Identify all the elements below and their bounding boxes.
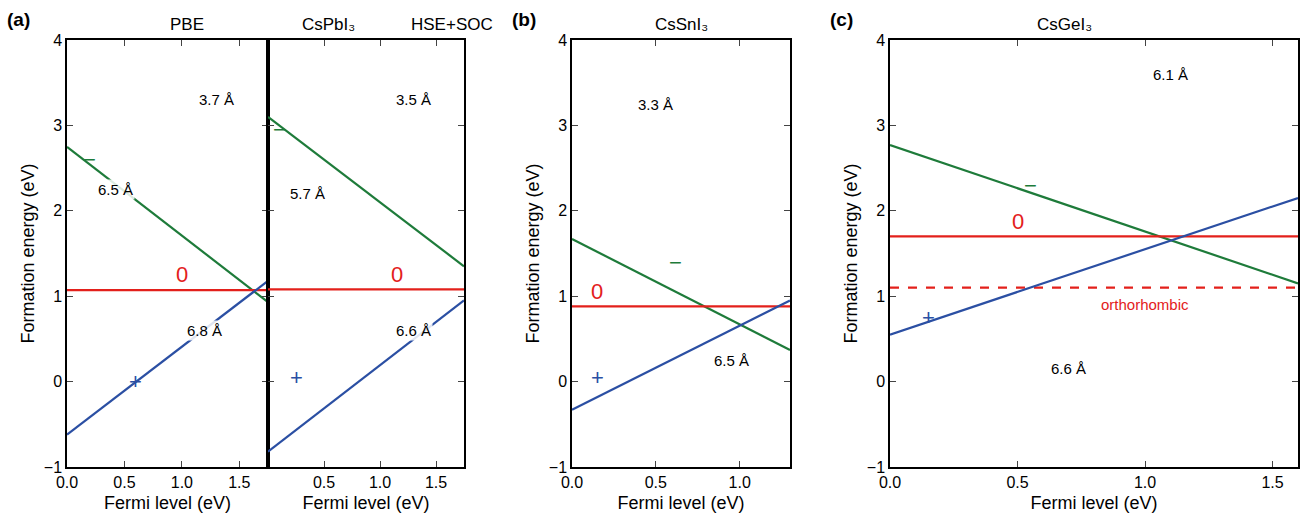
svg-text:2: 2 bbox=[876, 202, 885, 219]
svg-text:Fermi level (eV): Fermi level (eV) bbox=[302, 493, 429, 513]
svg-text:+: + bbox=[922, 305, 935, 330]
svg-text:0: 0 bbox=[53, 373, 62, 390]
svg-text:1.5: 1.5 bbox=[228, 474, 250, 491]
svg-text:Formation energy (eV): Formation energy (eV) bbox=[18, 163, 38, 343]
svg-text:4: 4 bbox=[53, 32, 62, 49]
svg-text:−1: −1 bbox=[867, 459, 885, 476]
svg-text:0.5: 0.5 bbox=[645, 474, 667, 491]
svg-text:+: + bbox=[290, 365, 303, 390]
svg-text:6.1 Å: 6.1 Å bbox=[1153, 66, 1188, 83]
svg-text:(b): (b) bbox=[512, 9, 536, 30]
svg-text:1.0: 1.0 bbox=[171, 474, 193, 491]
svg-text:6.8 Å: 6.8 Å bbox=[187, 322, 222, 339]
svg-text:0.0: 0.0 bbox=[561, 474, 583, 491]
svg-text:−1: −1 bbox=[44, 459, 62, 476]
svg-text:1.0: 1.0 bbox=[729, 474, 751, 491]
svg-text:−: − bbox=[83, 147, 96, 172]
svg-text:+: + bbox=[591, 365, 604, 390]
svg-text:−1: −1 bbox=[549, 459, 567, 476]
svg-text:CsPbI₃: CsPbI₃ bbox=[302, 15, 355, 34]
svg-text:0: 0 bbox=[558, 373, 567, 390]
svg-text:3.7 Å: 3.7 Å bbox=[199, 91, 234, 108]
svg-text:0.0: 0.0 bbox=[56, 474, 78, 491]
svg-text:Fermi level (eV): Fermi level (eV) bbox=[617, 493, 744, 513]
svg-text:HSE+SOC: HSE+SOC bbox=[411, 15, 493, 34]
svg-text:Fermi level (eV): Fermi level (eV) bbox=[104, 493, 231, 513]
svg-text:0: 0 bbox=[876, 373, 885, 390]
svg-text:0.5: 0.5 bbox=[313, 474, 335, 491]
svg-text:1.0: 1.0 bbox=[369, 474, 391, 491]
svg-text:2: 2 bbox=[558, 202, 567, 219]
svg-text:CsGeI₃: CsGeI₃ bbox=[1037, 15, 1092, 34]
svg-text:PBE: PBE bbox=[170, 15, 204, 34]
svg-text:3: 3 bbox=[876, 117, 885, 134]
svg-text:1.0: 1.0 bbox=[1134, 474, 1156, 491]
svg-text:4: 4 bbox=[876, 32, 885, 49]
svg-text:orthorhombic: orthorhombic bbox=[1101, 296, 1189, 313]
svg-text:(a): (a) bbox=[7, 9, 30, 30]
svg-text:−: − bbox=[1024, 173, 1037, 198]
svg-text:6.5 Å: 6.5 Å bbox=[98, 181, 133, 198]
svg-text:0.5: 0.5 bbox=[113, 474, 135, 491]
svg-text:1: 1 bbox=[558, 288, 567, 305]
svg-text:+: + bbox=[129, 369, 142, 394]
svg-text:0.5: 0.5 bbox=[1006, 474, 1028, 491]
svg-text:6.6 Å: 6.6 Å bbox=[396, 322, 431, 339]
svg-text:6.6 Å: 6.6 Å bbox=[1051, 360, 1086, 377]
svg-text:3: 3 bbox=[53, 117, 62, 134]
svg-text:4: 4 bbox=[558, 32, 567, 49]
svg-text:5.7 Å: 5.7 Å bbox=[290, 185, 325, 202]
svg-text:1.5: 1.5 bbox=[425, 474, 447, 491]
svg-text:6.5 Å: 6.5 Å bbox=[714, 352, 749, 369]
svg-text:3: 3 bbox=[558, 117, 567, 134]
svg-text:Formation energy (eV): Formation energy (eV) bbox=[841, 163, 861, 343]
svg-text:0: 0 bbox=[391, 262, 403, 287]
svg-text:0: 0 bbox=[176, 262, 188, 287]
svg-text:0.0: 0.0 bbox=[879, 474, 901, 491]
svg-text:3.3 Å: 3.3 Å bbox=[638, 96, 673, 113]
svg-text:Fermi level (eV): Fermi level (eV) bbox=[1030, 493, 1157, 513]
svg-text:−: − bbox=[273, 117, 286, 142]
svg-text:CsSnI₃: CsSnI₃ bbox=[655, 15, 708, 34]
svg-text:3.5 Å: 3.5 Å bbox=[396, 91, 431, 108]
svg-text:1: 1 bbox=[53, 288, 62, 305]
svg-text:−: − bbox=[669, 250, 682, 275]
svg-text:(c): (c) bbox=[830, 9, 853, 30]
svg-text:2: 2 bbox=[53, 202, 62, 219]
svg-text:0: 0 bbox=[1012, 209, 1024, 234]
svg-text:Formation energy (eV): Formation energy (eV) bbox=[523, 163, 543, 343]
svg-text:1: 1 bbox=[876, 288, 885, 305]
svg-text:0: 0 bbox=[591, 279, 603, 304]
svg-text:1.5: 1.5 bbox=[1261, 474, 1283, 491]
